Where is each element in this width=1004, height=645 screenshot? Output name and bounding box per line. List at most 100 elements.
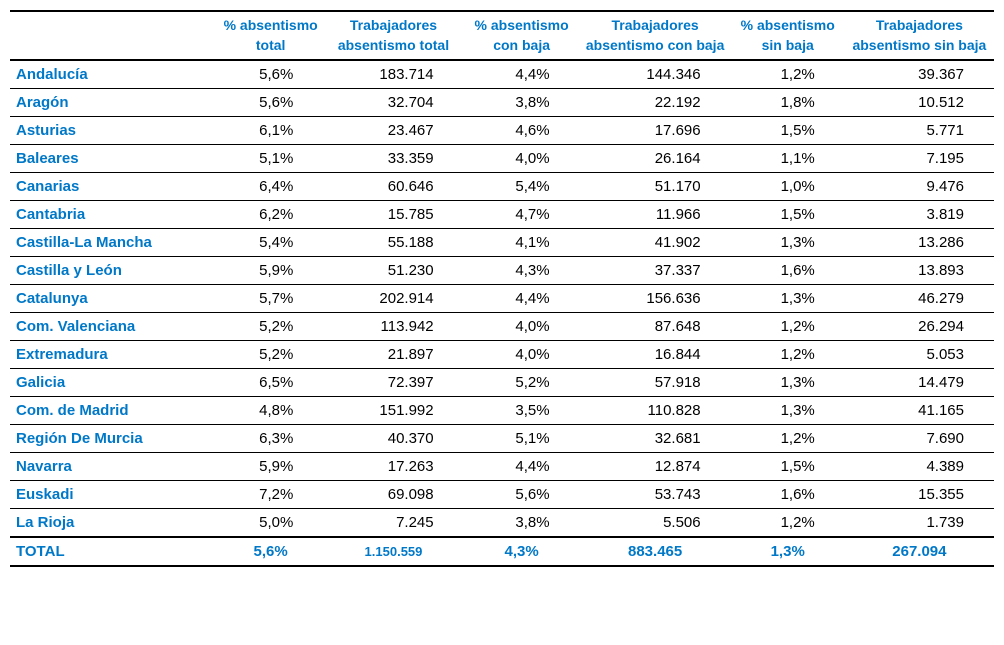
trab-total-cell: 23.467 (323, 117, 463, 145)
trab-sin-cell: 9.476 (845, 173, 994, 201)
trab-sin-cell: 7.690 (845, 425, 994, 453)
region-cell: Andalucía (10, 60, 218, 89)
pct-con-cell: 4,7% (464, 201, 580, 229)
trab-total-cell: 32.704 (323, 89, 463, 117)
pct-total-cell: 6,1% (218, 117, 323, 145)
trab-total-cell: 7.245 (323, 509, 463, 538)
trab-total-cell: 51.230 (323, 257, 463, 285)
pct-total-cell: 5,0% (218, 509, 323, 538)
trab-total-cell: 113.942 (323, 313, 463, 341)
pct-total-cell: 7,2% (218, 481, 323, 509)
total-pct-con: 4,3% (464, 537, 580, 566)
trab-con-cell: 32.681 (580, 425, 731, 453)
region-cell: Castilla-La Mancha (10, 229, 218, 257)
pct-con-cell: 4,4% (464, 285, 580, 313)
pct-total-cell: 5,6% (218, 89, 323, 117)
pct-sin-cell: 1,2% (731, 341, 845, 369)
pct-sin-cell: 1,2% (731, 425, 845, 453)
pct-con-cell: 5,4% (464, 173, 580, 201)
table-row: Galicia6,5%72.3975,2%57.9181,3%14.479 (10, 369, 994, 397)
table-row: Baleares5,1%33.3594,0%26.1641,1%7.195 (10, 145, 994, 173)
table-row: Catalunya5,7%202.9144,4%156.6361,3%46.27… (10, 285, 994, 313)
trab-sin-cell: 26.294 (845, 313, 994, 341)
table-row: Com. Valenciana5,2%113.9424,0%87.6481,2%… (10, 313, 994, 341)
table-row: Andalucía5,6%183.7144,4%144.3461,2%39.36… (10, 60, 994, 89)
total-trab-total: 1.150.559 (323, 537, 463, 566)
pct-total-cell: 6,3% (218, 425, 323, 453)
trab-sin-cell: 39.367 (845, 60, 994, 89)
table-body: Andalucía5,6%183.7144,4%144.3461,2%39.36… (10, 60, 994, 566)
region-cell: Aragón (10, 89, 218, 117)
region-cell: Galicia (10, 369, 218, 397)
pct-total-cell: 5,9% (218, 453, 323, 481)
trab-total-cell: 60.646 (323, 173, 463, 201)
trab-total-cell: 183.714 (323, 60, 463, 89)
pct-sin-cell: 1,3% (731, 369, 845, 397)
trab-sin-cell: 5.771 (845, 117, 994, 145)
trab-con-cell: 17.696 (580, 117, 731, 145)
region-cell: Navarra (10, 453, 218, 481)
trab-sin-cell: 14.479 (845, 369, 994, 397)
trab-con-cell: 144.346 (580, 60, 731, 89)
pct-sin-cell: 1,6% (731, 257, 845, 285)
trab-sin-cell: 1.739 (845, 509, 994, 538)
table-row: Euskadi7,2%69.0985,6%53.7431,6%15.355 (10, 481, 994, 509)
region-cell: La Rioja (10, 509, 218, 538)
pct-total-cell: 5,6% (218, 60, 323, 89)
trab-con-cell: 53.743 (580, 481, 731, 509)
total-label: TOTAL (10, 537, 218, 566)
pct-total-cell: 6,5% (218, 369, 323, 397)
trab-con-cell: 110.828 (580, 397, 731, 425)
table-row: Asturias6,1%23.4674,6%17.6961,5%5.771 (10, 117, 994, 145)
trab-sin-cell: 15.355 (845, 481, 994, 509)
pct-con-cell: 4,1% (464, 229, 580, 257)
pct-sin-cell: 1,3% (731, 229, 845, 257)
pct-con-cell: 4,4% (464, 60, 580, 89)
pct-sin-cell: 1,5% (731, 117, 845, 145)
table-row: Canarias6,4%60.6465,4%51.1701,0%9.476 (10, 173, 994, 201)
region-cell: Catalunya (10, 285, 218, 313)
col-trab-sin: Trabajadores absentismo sin baja (845, 11, 994, 60)
total-row: TOTAL5,6%1.150.5594,3%883.4651,3%267.094 (10, 537, 994, 566)
region-cell: Castilla y León (10, 257, 218, 285)
pct-con-cell: 4,4% (464, 453, 580, 481)
trab-con-cell: 51.170 (580, 173, 731, 201)
pct-sin-cell: 1,2% (731, 509, 845, 538)
trab-total-cell: 72.397 (323, 369, 463, 397)
pct-con-cell: 5,1% (464, 425, 580, 453)
trab-con-cell: 26.164 (580, 145, 731, 173)
pct-sin-cell: 1,5% (731, 201, 845, 229)
trab-con-cell: 16.844 (580, 341, 731, 369)
pct-sin-cell: 1,2% (731, 60, 845, 89)
trab-sin-cell: 13.893 (845, 257, 994, 285)
pct-sin-cell: 1,2% (731, 313, 845, 341)
pct-total-cell: 6,4% (218, 173, 323, 201)
trab-con-cell: 87.648 (580, 313, 731, 341)
pct-con-cell: 3,5% (464, 397, 580, 425)
trab-total-cell: 40.370 (323, 425, 463, 453)
table-row: Com. de Madrid4,8%151.9923,5%110.8281,3%… (10, 397, 994, 425)
pct-total-cell: 6,2% (218, 201, 323, 229)
region-cell: Región De Murcia (10, 425, 218, 453)
trab-sin-cell: 4.389 (845, 453, 994, 481)
trab-sin-cell: 46.279 (845, 285, 994, 313)
table-row: Castilla-La Mancha5,4%55.1884,1%41.9021,… (10, 229, 994, 257)
pct-total-cell: 5,2% (218, 313, 323, 341)
trab-total-cell: 21.897 (323, 341, 463, 369)
pct-con-cell: 4,0% (464, 313, 580, 341)
table-row: Región De Murcia6,3%40.3705,1%32.6811,2%… (10, 425, 994, 453)
trab-total-cell: 151.992 (323, 397, 463, 425)
total-pct-sin: 1,3% (731, 537, 845, 566)
region-cell: Asturias (10, 117, 218, 145)
region-cell: Com. Valenciana (10, 313, 218, 341)
pct-con-cell: 4,0% (464, 341, 580, 369)
pct-con-cell: 5,6% (464, 481, 580, 509)
trab-con-cell: 57.918 (580, 369, 731, 397)
table-row: Extremadura5,2%21.8974,0%16.8441,2%5.053 (10, 341, 994, 369)
table-row: Castilla y León5,9%51.2304,3%37.3371,6%1… (10, 257, 994, 285)
pct-con-cell: 4,0% (464, 145, 580, 173)
region-cell: Euskadi (10, 481, 218, 509)
col-pct-sin: % absentismo sin baja (731, 11, 845, 60)
trab-total-cell: 202.914 (323, 285, 463, 313)
trab-con-cell: 41.902 (580, 229, 731, 257)
